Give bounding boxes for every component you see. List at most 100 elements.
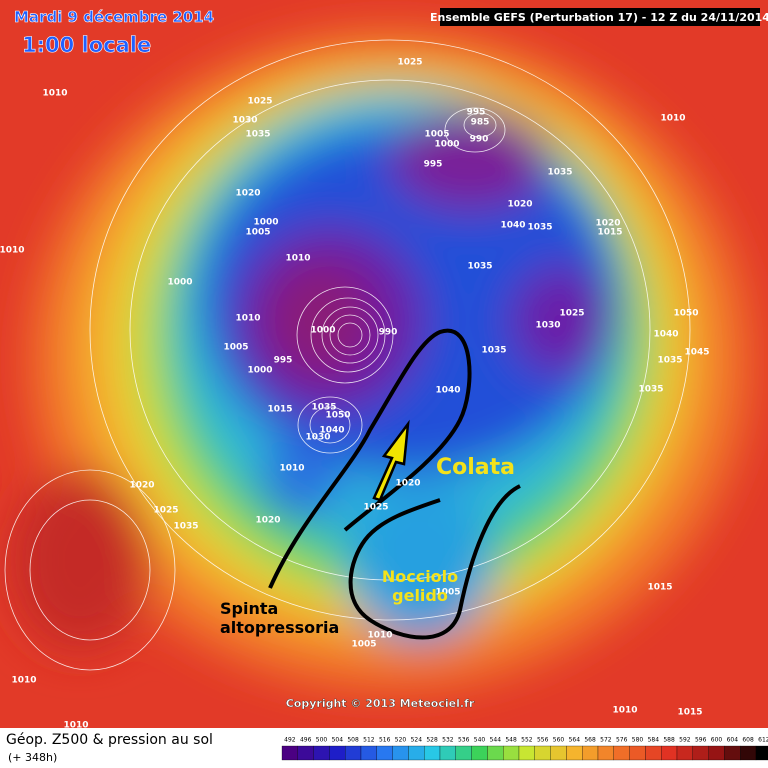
scale-label: 528	[426, 737, 438, 744]
isobar-label: 1010	[11, 676, 36, 686]
isobar-label: 1010	[42, 89, 67, 99]
isobar-label: 1040	[435, 386, 460, 396]
scale-swatch	[566, 745, 583, 761]
scale-swatch	[313, 745, 330, 761]
scale-swatch	[629, 745, 646, 761]
scale-swatch	[708, 745, 725, 761]
model-run: Ensemble GEFS (Perturbation 17) - 12 Z d…	[430, 11, 768, 24]
scale-label: 540	[474, 737, 486, 744]
scale-swatch	[518, 745, 535, 761]
isobar-label: 1040	[319, 426, 344, 436]
scale-swatch	[676, 745, 693, 761]
isobar-label: 1025	[153, 506, 178, 516]
scale-label: 592	[679, 737, 691, 744]
isobar-label: 1010	[660, 114, 685, 124]
scale-swatch	[550, 745, 567, 761]
scale-label: 576	[616, 737, 628, 744]
map-field: 1010102510251030103510101020100010051000…	[0, 0, 768, 728]
isobar-label: 1020	[255, 516, 280, 526]
scale-label: 560	[553, 737, 565, 744]
isobar-label: 1035	[657, 356, 682, 366]
scale-label: 496	[300, 737, 312, 744]
isobar-label: 995	[274, 356, 293, 366]
scale-label: 500	[316, 737, 328, 744]
scale-swatch	[645, 745, 662, 761]
scale-swatch	[740, 745, 757, 761]
scale-label: 608	[742, 737, 754, 744]
scale-label: 572	[600, 737, 612, 744]
scale-label: 552	[521, 737, 533, 744]
scale-label: 604	[727, 737, 739, 744]
scale-swatch	[281, 745, 298, 761]
scale-label: 524	[411, 737, 423, 744]
scale-label: 564	[569, 737, 581, 744]
scale-swatch	[471, 745, 488, 761]
isobar-label: 1000	[167, 278, 192, 288]
scale-swatch	[345, 745, 362, 761]
isobar-label: 1005	[424, 130, 449, 140]
scale-label: 536	[458, 737, 470, 744]
isobar-label: 1015	[597, 228, 622, 238]
scale-swatch	[597, 745, 614, 761]
scale-label: 508	[347, 737, 359, 744]
isobar-label: 995	[467, 108, 486, 118]
scale-label: 520	[395, 737, 407, 744]
scale-label: 512	[363, 737, 375, 744]
field-name: Géop. Z500 & pression au sol	[6, 732, 213, 748]
isobar-label: 990	[379, 328, 398, 338]
isobar-label: 1020	[395, 479, 420, 489]
scale-swatch	[297, 745, 314, 761]
isobar-label: 1015	[677, 708, 702, 718]
date: Mardi 9 décembre 2014	[14, 8, 214, 26]
isobar-label: 1035	[173, 522, 198, 532]
isobar-label: 1020	[507, 200, 532, 210]
isobar-label: 1005	[223, 343, 248, 353]
isobar-label: 1025	[559, 309, 584, 319]
scale-label: 584	[648, 737, 660, 744]
annotation-shapes	[268, 328, 521, 640]
isobar-label: 1015	[267, 405, 292, 415]
isobar-label: 1000	[253, 218, 278, 228]
scale-swatch	[661, 745, 678, 761]
isobar-label: 1050	[325, 411, 350, 421]
lead-time: (+ 348h)	[8, 751, 57, 764]
isobar-label: 1035	[527, 223, 552, 233]
isobar-label: 1035	[467, 262, 492, 272]
scale-swatch	[329, 745, 346, 761]
isobar-label: 1035	[245, 130, 270, 140]
scale-swatch	[439, 745, 456, 761]
isobar-label: 1035	[547, 168, 572, 178]
scale-swatch	[424, 745, 441, 761]
scale-swatch	[692, 745, 709, 761]
time: 1:00 locale	[22, 33, 151, 57]
scale-swatch	[534, 745, 551, 761]
scale-label: 544	[490, 737, 502, 744]
scale-label: 588	[663, 737, 675, 744]
scale-label: 532	[442, 737, 454, 744]
scale-label: 600	[711, 737, 723, 744]
isobar-label: 1015	[647, 583, 672, 593]
isobar-label: 1040	[500, 221, 525, 231]
annotation-colata: Colata	[436, 455, 515, 480]
scale-swatch	[724, 745, 741, 761]
isobar-label: 1010	[367, 631, 392, 641]
isobar-label: 1005	[435, 588, 460, 598]
annotation-core: Nocciolo gelido	[382, 567, 458, 605]
isobar-label: 1010	[235, 314, 260, 324]
scale-swatch	[360, 745, 377, 761]
isobar-label: 1050	[673, 309, 698, 319]
scale-label: 568	[584, 737, 596, 744]
isobar-label: 1040	[653, 330, 678, 340]
isobar-label: 1020	[595, 219, 620, 229]
scale-label: 492	[284, 737, 296, 744]
isobar-label: 1025	[247, 97, 272, 107]
scale-label: 504	[332, 737, 344, 744]
isobar-label: 1000	[310, 326, 335, 336]
scale-label: 548	[505, 737, 517, 744]
isobar-label: 1010	[0, 246, 25, 256]
scale-label: 556	[537, 737, 549, 744]
isobar-label: 1025	[397, 58, 422, 68]
isobar-label: 1035	[311, 403, 336, 413]
scale-swatch	[376, 745, 393, 761]
